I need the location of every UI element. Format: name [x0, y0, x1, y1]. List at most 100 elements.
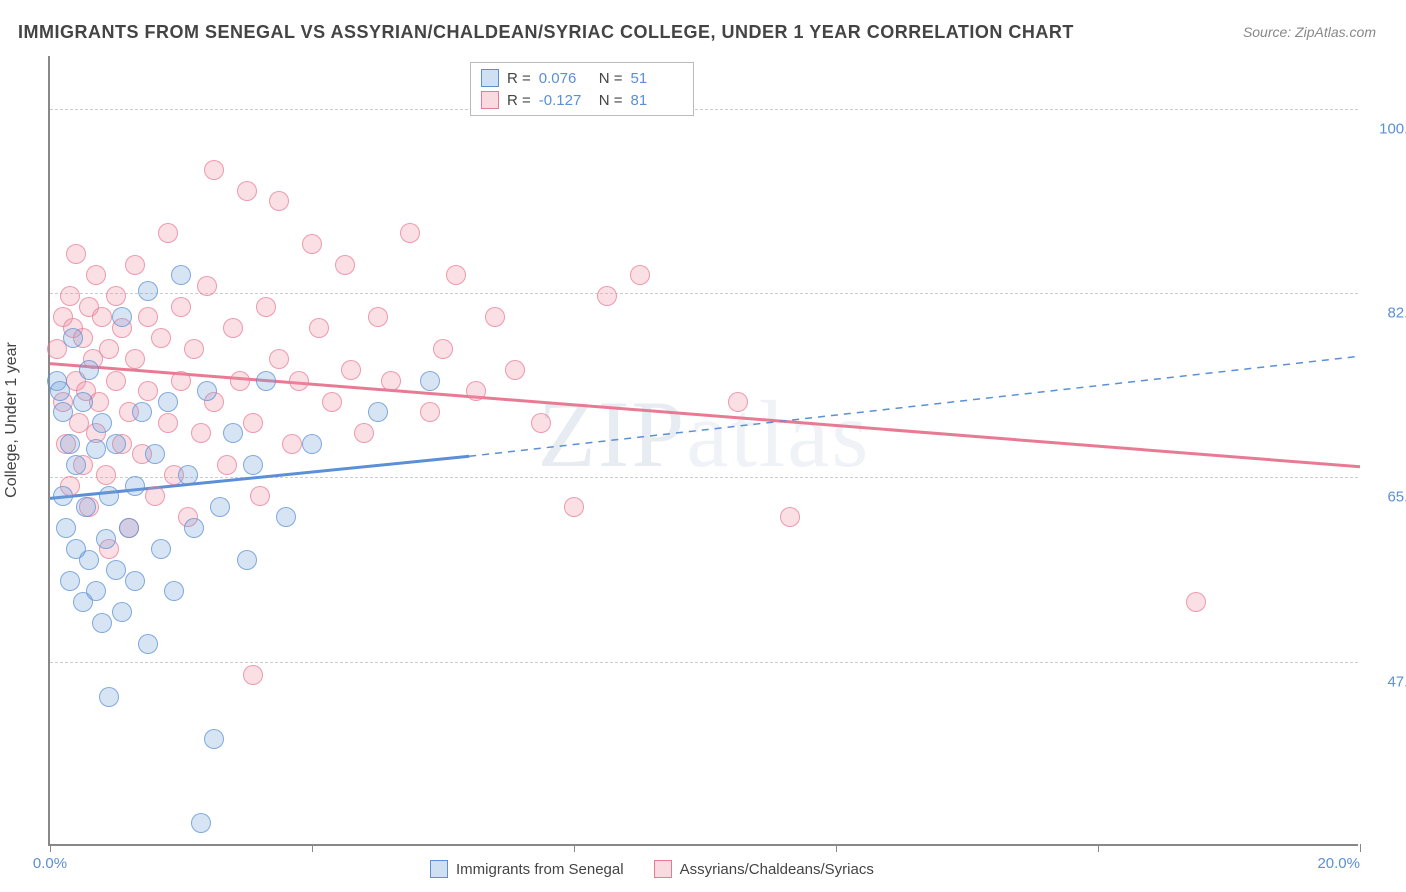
r-label: R = [507, 92, 531, 109]
data-point [158, 413, 178, 433]
data-point [60, 434, 80, 454]
data-point [505, 360, 525, 380]
data-point [66, 244, 86, 264]
data-point [302, 234, 322, 254]
data-point [106, 371, 126, 391]
data-point [191, 813, 211, 833]
data-point [485, 307, 505, 327]
data-point [53, 486, 73, 506]
data-point [73, 392, 93, 412]
data-point [86, 581, 106, 601]
data-point [50, 381, 70, 401]
data-point [420, 402, 440, 422]
data-point [335, 255, 355, 275]
data-point [138, 281, 158, 301]
data-point [92, 413, 112, 433]
data-point [243, 413, 263, 433]
data-point [96, 529, 116, 549]
data-point [60, 286, 80, 306]
data-point [1186, 592, 1206, 612]
y-axis-label: College, Under 1 year [3, 342, 21, 498]
data-point [138, 634, 158, 654]
data-point [256, 371, 276, 391]
data-point [66, 455, 86, 475]
data-point [138, 381, 158, 401]
r-label: R = [507, 70, 531, 87]
data-point [125, 255, 145, 275]
data-point [466, 381, 486, 401]
swatch-pink-icon [481, 91, 499, 109]
data-point [92, 307, 112, 327]
data-point [96, 465, 116, 485]
trend-lines [50, 56, 1358, 844]
data-point [86, 439, 106, 459]
data-point [256, 297, 276, 317]
swatch-blue-icon [481, 69, 499, 87]
r-value-pink: -0.127 [539, 92, 591, 109]
data-point [276, 507, 296, 527]
n-label: N = [599, 92, 623, 109]
data-point [164, 581, 184, 601]
data-point [433, 339, 453, 359]
correlation-legend: R = 0.076 N = 51 R = -0.127 N = 81 [470, 62, 694, 116]
n-value-blue: 51 [631, 70, 683, 87]
x-tick [1360, 844, 1361, 852]
series-legend: Immigrants from Senegal Assyrians/Chalde… [430, 860, 874, 878]
data-point [79, 550, 99, 570]
data-point [99, 486, 119, 506]
data-point [341, 360, 361, 380]
data-point [269, 191, 289, 211]
data-point [400, 223, 420, 243]
x-tick [574, 844, 575, 852]
x-tick [50, 844, 51, 852]
data-point [564, 497, 584, 517]
data-point [223, 423, 243, 443]
x-tick [1098, 844, 1099, 852]
data-point [223, 318, 243, 338]
legend-label-blue: Immigrants from Senegal [456, 861, 624, 878]
legend-label-pink: Assyrians/Chaldeans/Syriacs [680, 861, 874, 878]
data-point [237, 550, 257, 570]
data-point [368, 402, 388, 422]
data-point [76, 497, 96, 517]
data-point [204, 729, 224, 749]
data-point [145, 486, 165, 506]
data-point [780, 507, 800, 527]
swatch-pink-icon [654, 860, 672, 878]
data-point [171, 265, 191, 285]
data-point [184, 339, 204, 359]
data-point [282, 434, 302, 454]
swatch-blue-icon [430, 860, 448, 878]
data-point [56, 518, 76, 538]
data-point [302, 434, 322, 454]
x-tick [836, 844, 837, 852]
data-point [171, 371, 191, 391]
data-point [151, 539, 171, 559]
data-point [63, 328, 83, 348]
data-point [138, 307, 158, 327]
data-point [119, 518, 139, 538]
data-point [79, 360, 99, 380]
data-point [197, 381, 217, 401]
y-tick-label: 65.0% [1387, 489, 1406, 506]
plot-area: ZIPatlas 47.5%65.0%82.5%100.0% R = 0.076… [48, 56, 1358, 846]
legend-row-pink: R = -0.127 N = 81 [481, 89, 683, 111]
data-point [446, 265, 466, 285]
r-value-blue: 0.076 [539, 70, 591, 87]
data-point [106, 560, 126, 580]
data-point [191, 423, 211, 443]
data-point [368, 307, 388, 327]
data-point [217, 455, 237, 475]
y-tick-label: 100.0% [1379, 120, 1406, 137]
data-point [86, 265, 106, 285]
data-point [178, 465, 198, 485]
data-point [184, 518, 204, 538]
chart-title: IMMIGRANTS FROM SENEGAL VS ASSYRIAN/CHAL… [18, 22, 1074, 43]
source-attribution: Source: ZipAtlas.com [1243, 24, 1376, 40]
data-point [243, 455, 263, 475]
data-point [171, 297, 191, 317]
legend-item-pink: Assyrians/Chaldeans/Syriacs [654, 860, 874, 878]
data-point [728, 392, 748, 412]
data-point [630, 265, 650, 285]
x-tick-label: 0.0% [33, 855, 67, 872]
